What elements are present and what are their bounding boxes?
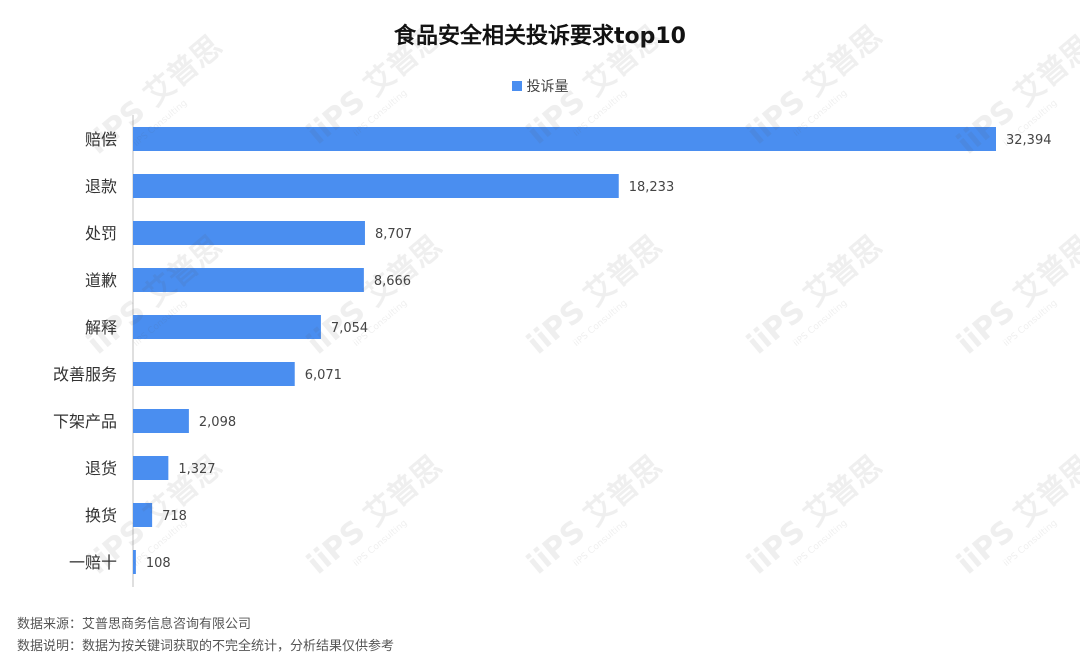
bar[interactable]	[133, 174, 619, 198]
data-source: 数据来源：艾普思商务信息咨询有限公司	[17, 617, 252, 632]
bar[interactable]	[133, 503, 153, 527]
category-label: 处罚	[85, 224, 117, 243]
data-label: 6,071	[305, 368, 342, 383]
legend-label: 投诉量	[526, 79, 569, 95]
data-label: 1,327	[178, 462, 215, 477]
bar[interactable]	[133, 127, 996, 151]
category-label: 一赔十	[69, 553, 117, 572]
legend-swatch	[511, 81, 522, 91]
category-label: 改善服务	[53, 365, 117, 384]
data-label: 108	[146, 556, 171, 571]
category-label: 解释	[85, 318, 117, 337]
data-label: 32,394	[1006, 133, 1052, 148]
data-label: 18,233	[629, 180, 675, 195]
category-label: 下架产品	[53, 412, 117, 431]
category-label: 退款	[85, 177, 117, 196]
bar[interactable]	[133, 221, 365, 245]
bar[interactable]	[133, 409, 189, 433]
bar[interactable]	[133, 550, 136, 574]
category-label: 赔偿	[85, 130, 117, 149]
data-label: 8,707	[375, 227, 412, 242]
data-label: 8,666	[374, 274, 411, 289]
data-label: 718	[162, 509, 187, 524]
bar[interactable]	[133, 268, 364, 292]
bar[interactable]	[133, 456, 169, 480]
bar[interactable]	[133, 362, 295, 386]
data-label: 7,054	[331, 321, 368, 336]
footer: 数据来源：艾普思商务信息咨询有限公司 数据说明：数据为按关键词获取的不完全统计，…	[17, 614, 394, 658]
category-label: 换货	[85, 506, 117, 525]
category-label: 道歉	[85, 271, 117, 290]
category-label: 退货	[85, 459, 117, 478]
data-note: 数据说明：数据为按关键词获取的不完全统计，分析结果仅供参考	[17, 639, 395, 654]
chart-title: 食品安全相关投诉要求top10	[394, 24, 686, 49]
data-label: 2,098	[199, 415, 236, 430]
legend[interactable]: 投诉量	[0, 76, 1080, 96]
bar[interactable]	[133, 315, 321, 339]
